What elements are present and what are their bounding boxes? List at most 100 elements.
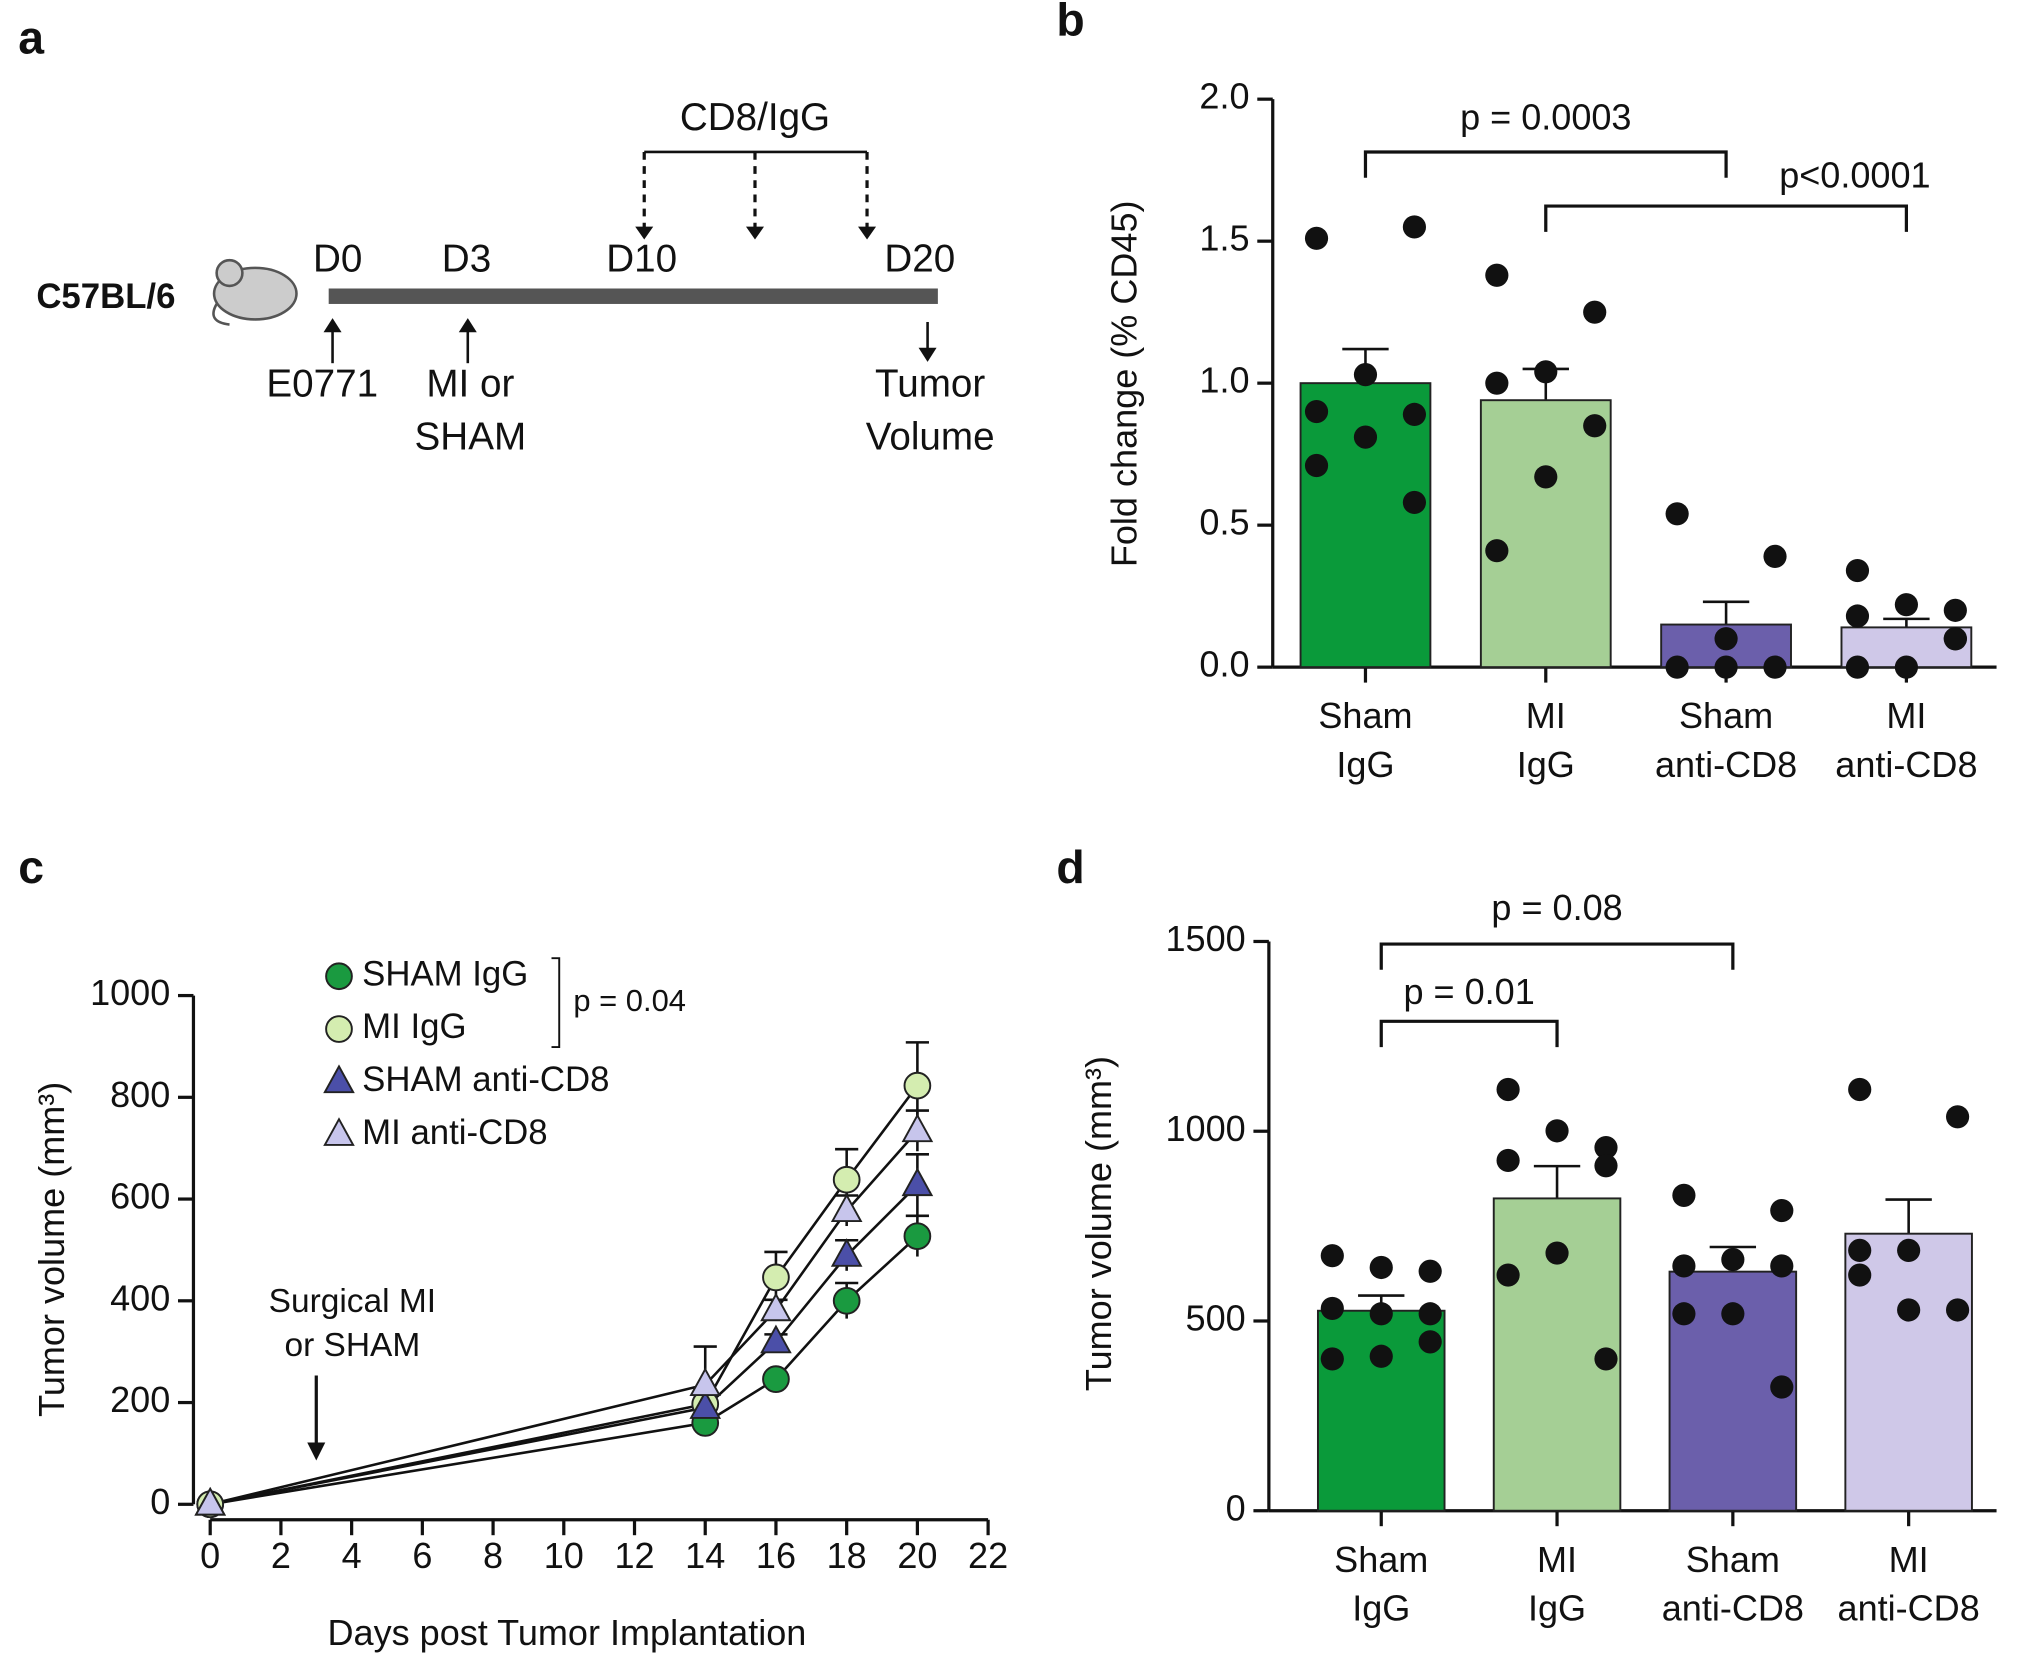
day-label: D20 (884, 238, 955, 281)
legend-label: MI IgG (362, 1008, 466, 1046)
data-point (1304, 453, 1329, 478)
x-tick-label: 10 (544, 1535, 584, 1576)
data-point (1485, 371, 1509, 395)
data-point (1353, 363, 1378, 387)
annotation: or SHAM (284, 1327, 420, 1364)
x-tick-label: Sham (1318, 695, 1412, 736)
y-tick-label: 500 (1186, 1298, 1246, 1339)
data-point (1594, 1135, 1618, 1160)
annotation-arrowhead (307, 1442, 326, 1461)
y-tick-label: 600 (110, 1176, 170, 1217)
x-tick-label: Sham (1334, 1539, 1428, 1580)
significance-bracket (1363, 150, 1728, 178)
data-point (1946, 1105, 1970, 1129)
data-point (903, 1071, 932, 1100)
panel-label: b (1056, 0, 1084, 45)
data-point (1353, 425, 1378, 449)
x-tick-label: 22 (968, 1535, 1008, 1576)
data-point (1845, 558, 1870, 583)
y-axis-label: Fold change (% CD45) (1104, 200, 1145, 567)
data-point (832, 1165, 861, 1194)
legend-marker (325, 962, 353, 991)
data-point (1943, 627, 1967, 651)
x-tick-label: 12 (614, 1535, 654, 1576)
data-point (1583, 414, 1607, 438)
x-tick-label: 20 (897, 1535, 937, 1576)
data-point (1721, 1247, 1745, 1272)
data-point (1496, 1077, 1520, 1102)
event-label: MI or (426, 363, 514, 406)
data-point (1714, 627, 1738, 651)
significance-bracket (551, 957, 561, 1049)
data-point (762, 1365, 790, 1393)
data-point (1763, 655, 1787, 679)
y-tick-label: 400 (110, 1277, 170, 1318)
x-tick-label: anti-CD8 (1662, 1588, 1804, 1629)
y-tick-label: 1.0 (1199, 360, 1249, 401)
data-point (1848, 1238, 1872, 1262)
x-tick-label: IgG (1517, 744, 1575, 785)
y-tick-label: 1500 (1165, 918, 1245, 959)
legend-marker (323, 1064, 355, 1094)
data-point (832, 1286, 861, 1315)
data-point (194, 1486, 226, 1516)
data-point (1402, 402, 1426, 426)
strain-label: C57BL/6 (36, 278, 175, 316)
data-point (1545, 1119, 1569, 1143)
p-value: p = 0.04 (573, 983, 686, 1018)
data-point (1496, 1263, 1520, 1287)
data-point (1845, 604, 1870, 628)
x-tick-label: anti-CD8 (1838, 1588, 1980, 1629)
data-point (1763, 544, 1787, 568)
day-label: D10 (606, 238, 677, 281)
y-tick-label: 0 (1226, 1487, 1246, 1528)
data-point (1770, 1254, 1794, 1278)
data-point (1402, 215, 1426, 239)
y-axis-label: Tumor volume (mm³) (1078, 1056, 1119, 1391)
x-tick-label: Sham (1679, 695, 1773, 736)
data-point (760, 1324, 792, 1354)
significance-bracket (1544, 204, 1909, 232)
x-tick-label: 6 (412, 1535, 432, 1576)
data-point (1894, 655, 1918, 679)
data-point (1665, 502, 1689, 526)
data-point (1369, 1302, 1393, 1326)
y-tick-label: 800 (110, 1074, 170, 1115)
data-point (689, 1390, 722, 1419)
x-tick-label: anti-CD8 (1835, 744, 1977, 785)
data-point (1534, 465, 1558, 489)
day-label: D0 (313, 238, 362, 281)
data-point (1369, 1344, 1393, 1368)
p-value: p<0.0001 (1779, 154, 1930, 195)
data-point (903, 1222, 932, 1251)
data-point (1545, 1241, 1569, 1265)
data-point (1943, 598, 1967, 622)
annotation: Surgical MI (269, 1283, 436, 1320)
data-point (830, 1238, 863, 1267)
x-tick-label: Sham (1686, 1539, 1780, 1580)
data-point (1418, 1330, 1442, 1354)
x-tick-label: 18 (827, 1535, 867, 1576)
data-point (1418, 1259, 1442, 1283)
data-point (1672, 1183, 1696, 1207)
legend-label: SHAM IgG (362, 955, 528, 993)
data-point (1418, 1302, 1442, 1326)
event-label: Tumor (875, 363, 985, 406)
p-value: p = 0.08 (1491, 887, 1622, 928)
data-point (1848, 1263, 1872, 1287)
x-tick-label: anti-CD8 (1655, 744, 1797, 785)
data-point (1485, 539, 1509, 563)
data-point (760, 1292, 792, 1322)
legend-label: SHAM anti-CD8 (362, 1061, 609, 1099)
x-tick-label: IgG (1336, 744, 1394, 785)
data-point (1848, 1077, 1872, 1102)
data-point (1320, 1347, 1344, 1371)
data-point (830, 1193, 863, 1223)
data-point (1946, 1298, 1970, 1322)
y-tick-label: 200 (110, 1379, 170, 1420)
y-tick-label: 1000 (1165, 1108, 1245, 1149)
legend-marker (323, 1117, 355, 1146)
treatment-arrows (323, 150, 937, 364)
